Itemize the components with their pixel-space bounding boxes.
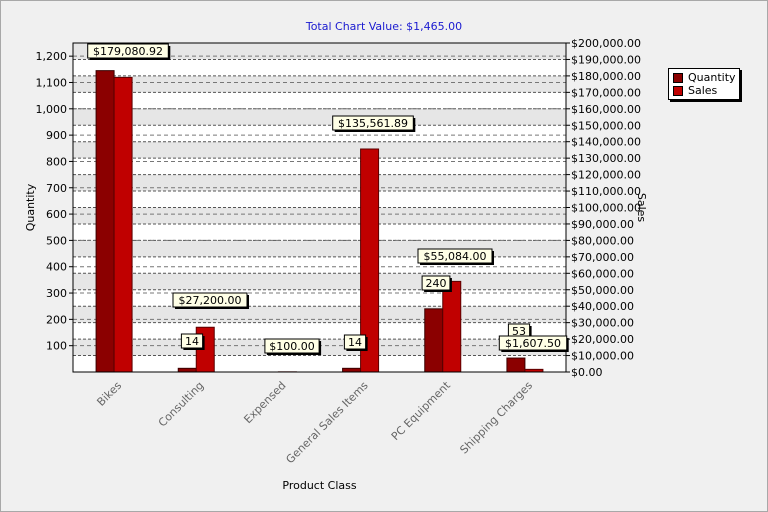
right-tick-label: $90,000.00 <box>571 218 634 231</box>
right-tick-label: $160,000.00 <box>571 103 641 116</box>
data-label: $179,080.92 <box>93 45 163 58</box>
data-label-box <box>421 275 451 291</box>
category-label: Bikes <box>94 379 124 409</box>
data-label-box <box>172 292 248 308</box>
data-label-box <box>264 338 320 354</box>
right-tick-label: $180,000.00 <box>571 70 641 83</box>
left-tick-label: 400 <box>46 261 67 274</box>
right-tick-label: $60,000.00 <box>571 267 634 280</box>
data-label: $27,200.00 <box>179 294 242 307</box>
grid-band <box>73 223 566 241</box>
left-tick-label: 100 <box>46 340 67 353</box>
grid-band <box>73 355 566 372</box>
legend-swatch-sales <box>673 85 683 96</box>
legend: Quantity Sales <box>668 68 740 100</box>
grid-band <box>73 59 566 76</box>
right-tick-label: $40,000.00 <box>571 300 634 313</box>
data-label: $55,084.00 <box>424 250 487 263</box>
data-label: 14 <box>185 335 199 348</box>
legend-label-quantity: Quantity <box>688 71 736 84</box>
bar-quantity <box>506 357 526 373</box>
right-tick-label: $0.00 <box>571 366 603 379</box>
left-tick-label: 300 <box>46 287 67 300</box>
data-label-box <box>343 334 367 350</box>
grid-band <box>73 207 566 224</box>
data-label-box <box>498 335 568 351</box>
left-tick-label: 1,000 <box>36 103 68 116</box>
grid-band <box>73 306 566 323</box>
grid-band <box>73 75 566 93</box>
bar-quantity <box>424 308 444 373</box>
right-tick-label: $50,000.00 <box>571 284 634 297</box>
right-tick-label: $100,000.00 <box>571 202 641 215</box>
right-tick-label: $130,000.00 <box>571 152 641 165</box>
data-label: $100.00 <box>269 340 315 353</box>
data-label-box <box>332 115 414 131</box>
grid-band <box>73 108 566 126</box>
left-tick-label: 500 <box>46 234 67 247</box>
legend-swatch-quantity <box>673 72 683 83</box>
grid-band <box>73 273 566 290</box>
grid-band <box>73 322 566 340</box>
x-axis-title: Product Class <box>282 479 356 492</box>
category-label: General Sales Items <box>283 379 370 466</box>
left-tick-label: 1,200 <box>36 50 68 63</box>
category-label: Consulting <box>156 379 207 430</box>
data-label-box <box>87 43 169 59</box>
legend-item-sales: Sales <box>673 84 717 97</box>
data-label-box <box>417 248 493 264</box>
right-tick-label: $30,000.00 <box>571 317 634 330</box>
y-axis-title-left: Quantity <box>24 183 37 231</box>
left-tick-label: 800 <box>46 155 67 168</box>
right-tick-label: $150,000.00 <box>571 119 641 132</box>
grid-band <box>73 158 566 175</box>
right-tick-label: $170,000.00 <box>571 86 641 99</box>
bar-sales <box>442 280 462 373</box>
grid-band <box>73 289 566 307</box>
data-label-box <box>180 333 204 349</box>
right-tick-label: $120,000.00 <box>571 169 641 182</box>
right-tick-label: $80,000.00 <box>571 234 634 247</box>
grid-band <box>73 125 566 142</box>
legend-item-quantity: Quantity <box>673 71 736 84</box>
right-tick-label: $190,000.00 <box>571 53 641 66</box>
bar-quantity <box>95 70 115 373</box>
category-label: PC Equipment <box>389 378 453 442</box>
category-label: Expensed <box>241 379 288 426</box>
y-axis-title-right: Sales <box>635 193 648 223</box>
grid-band <box>73 92 566 109</box>
grid-band <box>73 141 566 159</box>
left-tick-label: 1,100 <box>36 76 68 89</box>
bar-quantity <box>342 367 362 373</box>
right-tick-label: $20,000.00 <box>571 333 634 346</box>
data-label: 240 <box>426 277 447 290</box>
grid-band <box>73 174 566 192</box>
right-tick-label: $200,000.00 <box>571 37 641 50</box>
left-tick-label: 600 <box>46 208 67 221</box>
data-label: $1,607.50 <box>505 337 561 350</box>
chart-title: Total Chart Value: $1,465.00 <box>305 20 463 33</box>
right-tick-label: $140,000.00 <box>571 136 641 149</box>
data-label: 14 <box>348 336 362 349</box>
grid-band <box>73 191 566 208</box>
left-tick-label: 700 <box>46 182 67 195</box>
legend-label-sales: Sales <box>688 84 718 97</box>
bar-quantity <box>177 367 197 373</box>
data-label: $135,561.89 <box>338 117 408 130</box>
left-tick-label: 900 <box>46 129 67 142</box>
right-tick-label: $10,000.00 <box>571 350 634 363</box>
right-tick-label: $110,000.00 <box>571 185 641 198</box>
grid-band <box>73 43 566 60</box>
data-label: 53 <box>512 325 526 338</box>
category-label: Shipping Charges <box>457 379 535 457</box>
bar-sales <box>113 76 133 373</box>
left-tick-label: 200 <box>46 313 67 326</box>
right-tick-label: $70,000.00 <box>571 251 634 264</box>
